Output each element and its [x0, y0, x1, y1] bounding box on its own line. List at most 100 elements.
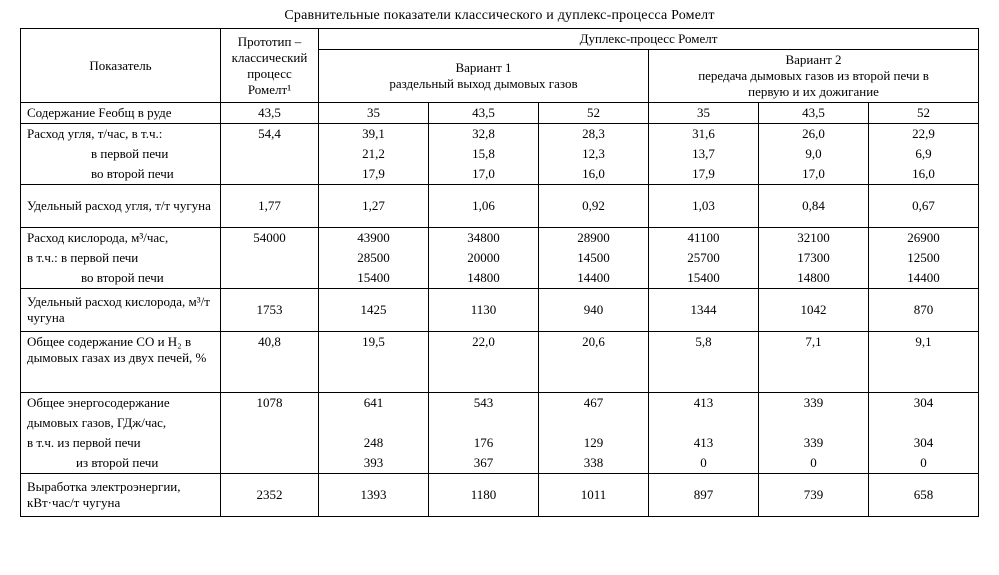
cell-value: 0,92 [539, 185, 649, 228]
col-variant-1: Вариант 1 раздельный выход дымовых газов [319, 50, 649, 103]
cell-value: 7,1 [759, 332, 869, 393]
cell-value: 13,7 [649, 144, 759, 164]
cell-value: 1011 [539, 474, 649, 517]
cell-value: 40,8 [221, 332, 319, 393]
table-row: во второй печи17,917,016,017,917,016,0 [21, 164, 979, 185]
cell-value: 19,5 [319, 332, 429, 393]
cell-value: 0 [759, 453, 869, 474]
cell-value: 43,5 [429, 103, 539, 124]
cell-value: 32100 [759, 228, 869, 249]
table-row: в первой печи21,215,812,313,79,06,9 [21, 144, 979, 164]
cell-value: 0,67 [869, 185, 979, 228]
cell-value: 52 [869, 103, 979, 124]
cell-value: 9,0 [759, 144, 869, 164]
cell-value: 43,5 [759, 103, 869, 124]
cell-value [649, 413, 759, 433]
cell-value: 304 [869, 433, 979, 453]
cell-value: 1,77 [221, 185, 319, 228]
table-row: Выработка электроэнергии, кВт·час/т чугу… [21, 474, 979, 517]
cell-value: 9,1 [869, 332, 979, 393]
table-row: Удельный расход угля, т/т чугуна1,771,27… [21, 185, 979, 228]
row-label: во второй печи [21, 268, 221, 289]
cell-value: 25700 [649, 248, 759, 268]
cell-value: 17,0 [759, 164, 869, 185]
cell-value: 17,9 [319, 164, 429, 185]
cell-value: 26900 [869, 228, 979, 249]
cell-value: 1042 [759, 289, 869, 332]
cell-value: 1130 [429, 289, 539, 332]
row-label: Расход угля, т/час, в т.ч.: [21, 124, 221, 145]
cell-value: 54000 [221, 228, 319, 249]
row-label: Удельный расход угля, т/т чугуна [21, 185, 221, 228]
col-prototype: Прототип – классический процесс Ромелт¹ [221, 29, 319, 103]
cell-value: 543 [429, 393, 539, 414]
cell-value: 1180 [429, 474, 539, 517]
cell-value [221, 433, 319, 453]
cell-value [221, 453, 319, 474]
cell-value: 20,6 [539, 332, 649, 393]
cell-value: 176 [429, 433, 539, 453]
row-label: дымовых газов, ГДж/час, [21, 413, 221, 433]
cell-value: 12500 [869, 248, 979, 268]
col-indicator: Показатель [21, 29, 221, 103]
table-row: из второй печи393367338000 [21, 453, 979, 474]
cell-value: 28500 [319, 248, 429, 268]
cell-value: 1078 [221, 393, 319, 414]
table-row: Общее энергосодержание107864154346741333… [21, 393, 979, 414]
cell-value: 393 [319, 453, 429, 474]
cell-value: 43,5 [221, 103, 319, 124]
cell-value: 658 [869, 474, 979, 517]
text: Ромелт¹ [248, 82, 291, 97]
cell-value: 16,0 [539, 164, 649, 185]
cell-value: 35 [319, 103, 429, 124]
cell-value: 304 [869, 393, 979, 414]
col-variant-2: Вариант 2 передача дымовых газов из втор… [649, 50, 979, 103]
cell-value: 14800 [759, 268, 869, 289]
table-row: Расход кислорода, м³/час,540004390034800… [21, 228, 979, 249]
cell-value: 28900 [539, 228, 649, 249]
text: классический [232, 50, 308, 65]
cell-value: 28,3 [539, 124, 649, 145]
row-label: в т.ч. из первой печи [21, 433, 221, 453]
cell-value: 940 [539, 289, 649, 332]
cell-value: 0,84 [759, 185, 869, 228]
cell-value: 14800 [429, 268, 539, 289]
cell-value: 0 [869, 453, 979, 474]
cell-value: 15,8 [429, 144, 539, 164]
text: раздельный выход дымовых газов [389, 76, 577, 91]
cell-value: 1,06 [429, 185, 539, 228]
row-label: во второй печи [21, 164, 221, 185]
cell-value: 17300 [759, 248, 869, 268]
comparison-table: Показатель Прототип – классический проце… [20, 28, 979, 517]
cell-value: 897 [649, 474, 759, 517]
cell-value [539, 413, 649, 433]
cell-value [221, 268, 319, 289]
row-label: Общее энергосодержание [21, 393, 221, 414]
cell-value: 248 [319, 433, 429, 453]
cell-value: 1,27 [319, 185, 429, 228]
table-row: в т.ч.: в первой печи2850020000145002570… [21, 248, 979, 268]
text: Вариант 1 [455, 60, 511, 75]
cell-value: 15400 [319, 268, 429, 289]
cell-value: 1344 [649, 289, 759, 332]
cell-value: 338 [539, 453, 649, 474]
text: процесс [247, 66, 292, 81]
table-row: Расход угля, т/час, в т.ч.:54,439,132,82… [21, 124, 979, 145]
cell-value: 52 [539, 103, 649, 124]
table-header: Показатель Прототип – классический проце… [21, 29, 979, 103]
cell-value [319, 413, 429, 433]
cell-value: 31,6 [649, 124, 759, 145]
cell-value: 17,0 [429, 164, 539, 185]
cell-value: 1393 [319, 474, 429, 517]
cell-value: 467 [539, 393, 649, 414]
cell-value: 739 [759, 474, 869, 517]
row-label: Удельный расход кислорода, м³/т чугуна [21, 289, 221, 332]
cell-value: 14400 [869, 268, 979, 289]
text: Прототип – [238, 34, 301, 49]
cell-value [429, 413, 539, 433]
cell-value: 14500 [539, 248, 649, 268]
cell-value: 16,0 [869, 164, 979, 185]
cell-value: 641 [319, 393, 429, 414]
row-label: в т.ч.: в первой печи [21, 248, 221, 268]
cell-value [221, 144, 319, 164]
